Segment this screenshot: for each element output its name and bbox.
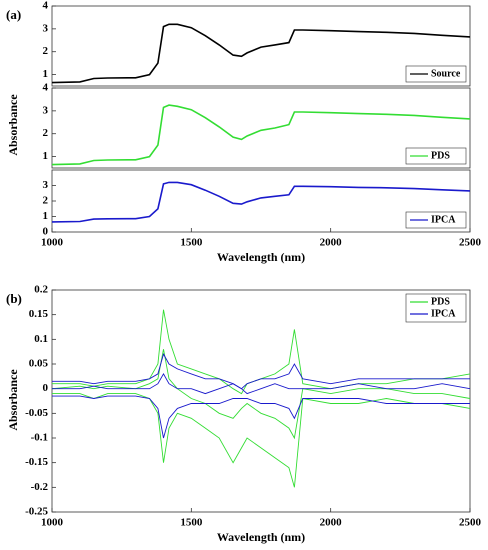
data-line xyxy=(51,104,471,166)
x-tick-label: 2500 xyxy=(459,237,482,249)
y-tick-label: 4 xyxy=(43,82,49,94)
y-tick-label: -0.05 xyxy=(25,407,48,419)
legend-box xyxy=(405,211,467,229)
y-tick-label: 0.15 xyxy=(29,308,49,320)
plot-frame xyxy=(51,87,471,169)
y-tick-label: 0 xyxy=(43,226,49,238)
y-tick-label: 0.1 xyxy=(34,333,48,345)
data-line xyxy=(51,181,471,223)
data-line xyxy=(51,349,471,440)
y-tick-label: 0.05 xyxy=(29,358,49,370)
y-tick-label: 3 xyxy=(43,179,49,191)
y-tick-label: 1 xyxy=(43,68,49,80)
y-tick-label: 0 xyxy=(43,382,49,394)
legend-label: IPCA xyxy=(431,308,456,319)
y-tick-label: 2 xyxy=(43,45,49,57)
y-tick-label: 3 xyxy=(43,104,49,116)
y-tick-label: 1 xyxy=(43,210,49,222)
y-tick-label: 2 xyxy=(43,195,49,207)
x-tick-label: 1500 xyxy=(180,517,203,529)
y-tick-label: 3 xyxy=(43,22,49,34)
x-tick-label: 1000 xyxy=(41,237,64,249)
y-axis-label: Absorbance xyxy=(6,94,20,156)
y-tick-label: -0.2 xyxy=(31,481,49,493)
x-axis-label: Wavelength (nm) xyxy=(217,530,305,544)
x-tick-label: 2000 xyxy=(320,237,343,249)
y-tick-label: 1 xyxy=(43,150,49,162)
data-line xyxy=(51,23,471,84)
data-line xyxy=(52,395,470,439)
legend-label: Source xyxy=(431,68,461,79)
panel-label: (b) xyxy=(6,291,22,306)
legend-label: PDS xyxy=(431,150,450,161)
legend-box xyxy=(405,147,467,165)
data-line xyxy=(52,393,471,488)
y-tick-label: 4 xyxy=(43,0,49,12)
legend-label: PDS xyxy=(431,296,450,307)
y-tick-label: -0.1 xyxy=(31,432,48,444)
x-axis-label: Wavelength (nm) xyxy=(217,250,305,264)
legend-box xyxy=(405,65,467,83)
x-tick-label: 2000 xyxy=(320,517,343,529)
y-tick-label: 0.2 xyxy=(34,284,48,296)
y-tick-label: -0.15 xyxy=(25,456,48,468)
y-tick-label: -0.25 xyxy=(25,506,48,518)
plot-frame xyxy=(51,289,471,513)
data-line xyxy=(52,372,471,395)
panel-label: (a) xyxy=(6,7,21,22)
x-tick-label: 2500 xyxy=(459,517,482,529)
legend-label: IPCA xyxy=(431,214,456,225)
y-axis-label: Absorbance xyxy=(6,369,20,431)
x-tick-label: 1500 xyxy=(180,237,203,249)
y-tick-label: 2 xyxy=(43,127,49,139)
legend-box xyxy=(405,293,467,323)
x-tick-label: 1000 xyxy=(41,517,64,529)
plot-frame xyxy=(51,5,471,87)
